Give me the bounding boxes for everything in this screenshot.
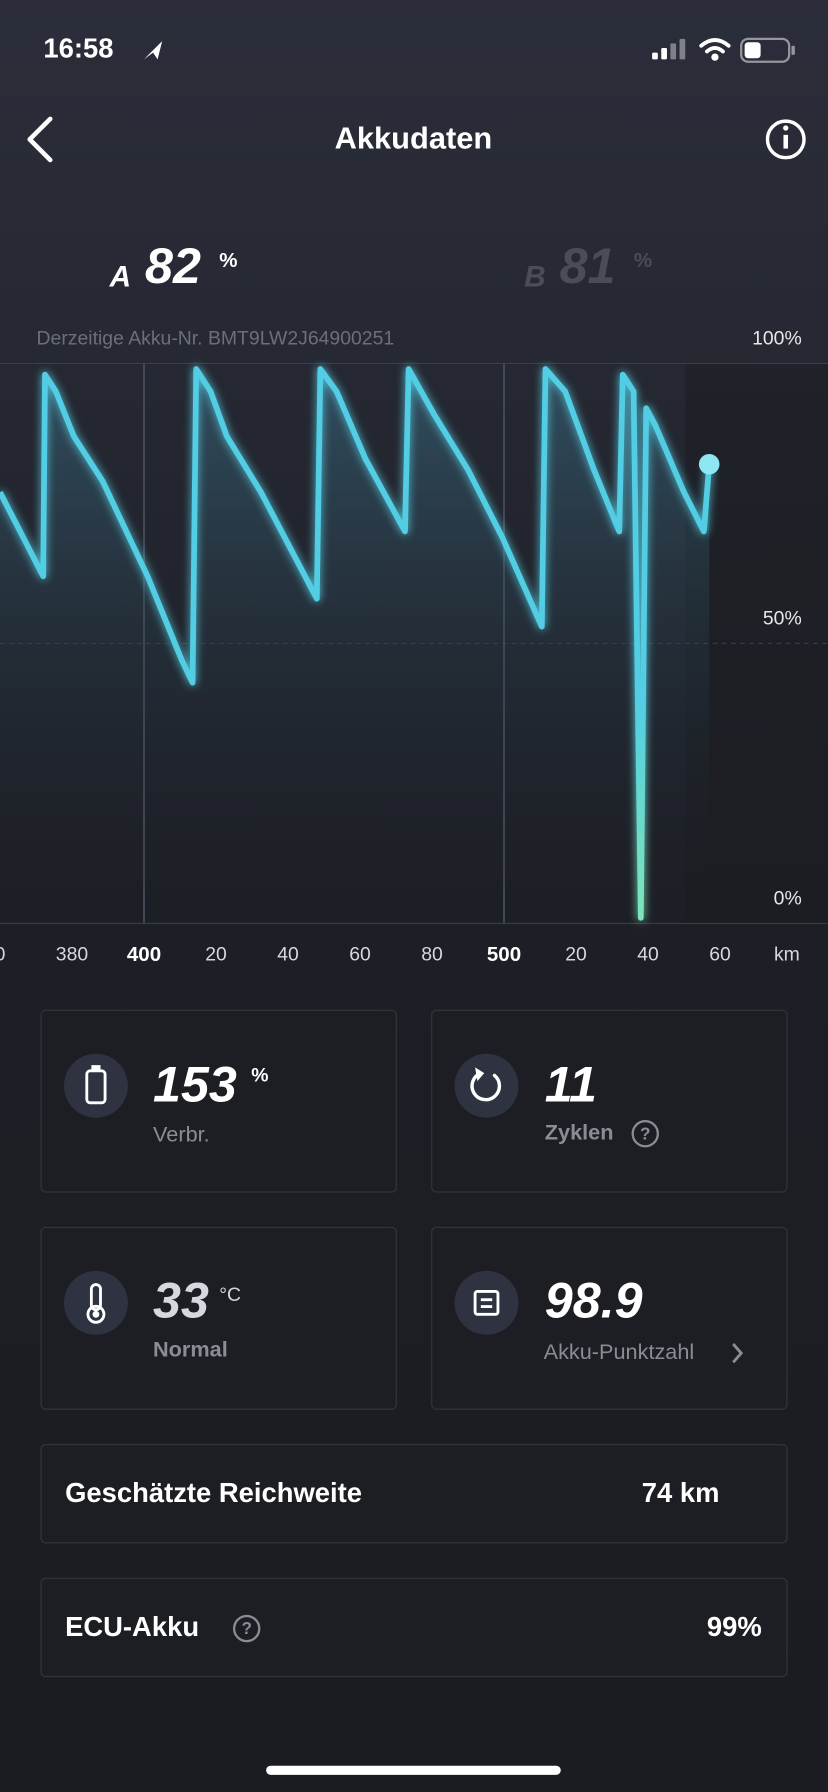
battery-icon <box>740 37 795 63</box>
info-button[interactable] <box>765 119 806 160</box>
chevron <box>732 1343 744 1364</box>
row <box>40 1577 788 1678</box>
row <box>40 1443 788 1544</box>
score-icon <box>454 1270 519 1335</box>
card[interactable] <box>431 1226 788 1410</box>
row-value: 74 km <box>642 1477 720 1508</box>
x-tick-label: 60 <box>709 944 731 966</box>
end-point <box>698 453 720 475</box>
consumption-icon <box>63 1053 128 1118</box>
battery-number: Derzeitige Akku-Nr. BMT9LW2J64900251 <box>37 328 395 350</box>
card-label: Zyklen <box>545 1119 614 1144</box>
battery-value[interactable]: 82 <box>145 238 201 294</box>
x-tick-label: 500 <box>487 943 521 966</box>
card <box>40 1226 397 1410</box>
x-tick-label: 0 <box>0 944 6 966</box>
card-value: 33 <box>153 1272 209 1328</box>
x-tick-label: 20 <box>565 944 587 966</box>
temperature-icon <box>63 1270 128 1335</box>
battery-label[interactable]: B <box>524 261 545 294</box>
x-tick-label: 60 <box>349 944 371 966</box>
battery-unit: % <box>219 249 237 272</box>
y-tick-label: 100% <box>752 328 802 350</box>
y-tick-label: 0% <box>774 888 802 910</box>
card-unit: % <box>251 1065 268 1087</box>
card-label: Akku-Punktzahl <box>544 1339 695 1364</box>
battery-label[interactable]: A <box>109 261 131 294</box>
signal-icon <box>652 38 686 60</box>
back-button[interactable] <box>27 116 53 163</box>
line <box>0 366 713 921</box>
chart: 0% 50% 100% 0 380 400 20 40 60 80 500 20 40 60 km <box>0 328 828 966</box>
row-label: Geschätzte Reichweite <box>65 1477 362 1508</box>
y-tick-label: 50% <box>763 608 802 630</box>
card-value: 98.9 <box>545 1272 643 1328</box>
row-label: ECU-Akku <box>65 1611 199 1642</box>
card-label: Verbr. <box>153 1122 210 1147</box>
card-label: Normal <box>153 1337 228 1362</box>
wifi-icon <box>699 38 731 61</box>
battery-unit: % <box>634 249 652 272</box>
x-tick-label: 380 <box>56 944 89 966</box>
home-indicator <box>266 1765 561 1775</box>
x-tick-label: 40 <box>277 944 299 966</box>
card-value: 153 <box>153 1056 237 1112</box>
area-fill <box>0 369 710 924</box>
cycles-icon <box>454 1053 519 1118</box>
x-tick-label: 80 <box>421 944 443 966</box>
card <box>40 1009 397 1193</box>
x-tick-label: 20 <box>205 944 227 966</box>
card-value: 11 <box>545 1056 597 1112</box>
card <box>431 1009 788 1193</box>
x-axis-label: km <box>774 944 800 966</box>
help-icon[interactable]: ? <box>631 1119 659 1148</box>
svg-text:?: ? <box>640 1123 650 1143</box>
battery-value[interactable]: 81 <box>560 238 616 294</box>
svg-text:?: ? <box>241 1618 251 1638</box>
row-value: 99% <box>707 1611 762 1642</box>
status-time: 16:58 <box>43 33 113 64</box>
x-tick-label: 40 <box>637 944 659 966</box>
x-tick-label: 400 <box>127 943 161 966</box>
header-title: Akkudaten <box>335 121 493 156</box>
card-unit: °C <box>219 1284 241 1306</box>
help-icon[interactable]: ? <box>232 1614 261 1643</box>
